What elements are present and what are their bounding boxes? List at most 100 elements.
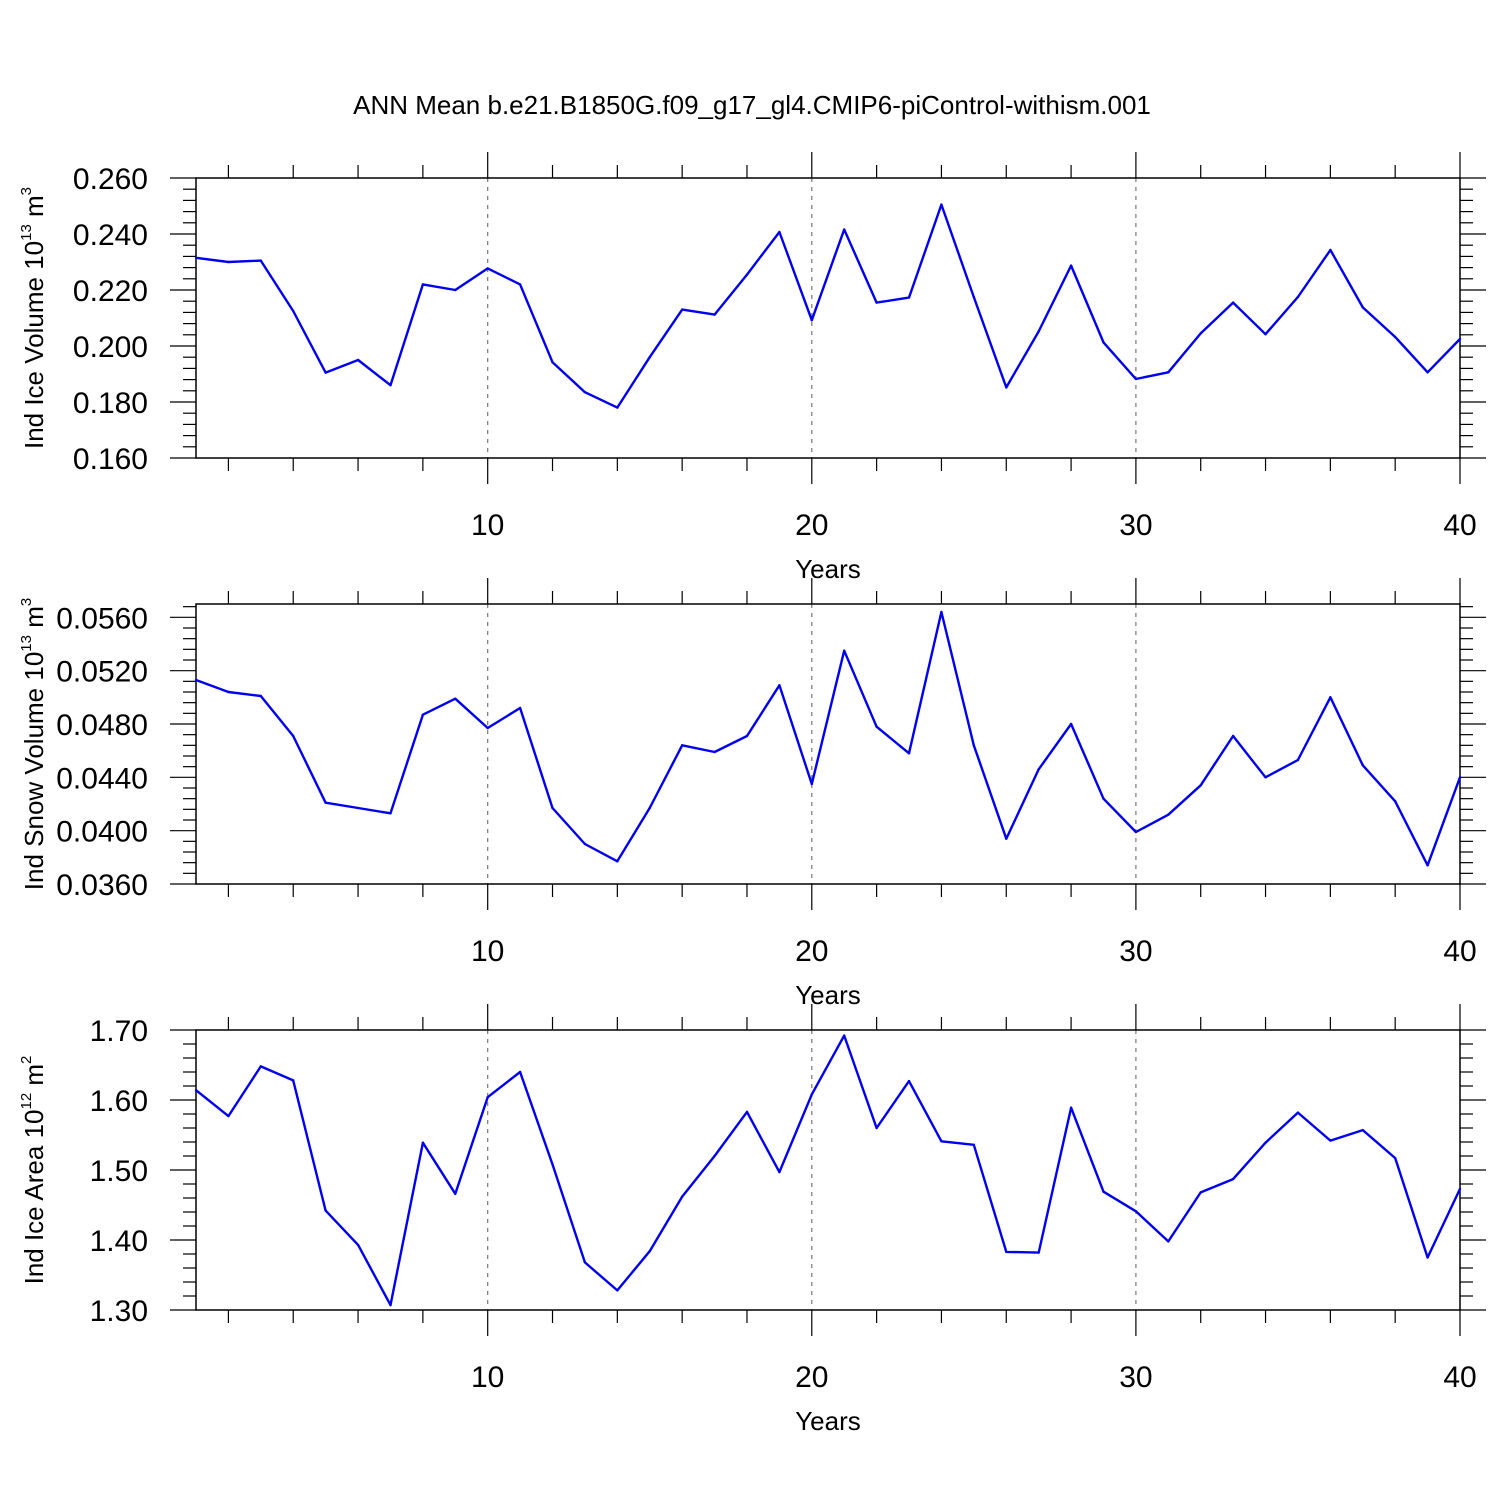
data-point (907, 1079, 911, 1083)
data-point (713, 1154, 716, 1158)
data-point (583, 1261, 587, 1264)
data-point (1134, 1210, 1138, 1213)
data-point (292, 734, 295, 738)
data-point (1102, 797, 1105, 800)
data-point (843, 649, 846, 652)
data-point (583, 391, 587, 394)
x-tick-label: 20 (795, 509, 828, 542)
data-point (518, 1070, 522, 1074)
series-line (195, 1034, 1462, 1307)
data-point (907, 296, 911, 299)
data-point (324, 1209, 327, 1212)
data-point (1329, 1139, 1332, 1142)
data-point (389, 1303, 392, 1307)
data-point (713, 750, 716, 754)
data-point (389, 812, 392, 815)
data-point (1458, 1187, 1462, 1191)
data-point (1102, 341, 1105, 344)
data-point (1231, 734, 1235, 738)
data-point (194, 1089, 198, 1092)
y-tick-label: 1.50 (90, 1155, 148, 1188)
y-axis-label: Ind Snow Volume 1013 m3 (18, 598, 49, 890)
data-point (1167, 813, 1170, 816)
data-point (875, 301, 878, 304)
data-point (518, 283, 522, 286)
data-point (1393, 335, 1397, 339)
data-point (421, 713, 425, 716)
data-point (1264, 1141, 1267, 1144)
data-point (1426, 864, 1429, 867)
data-point (292, 309, 295, 313)
data-point (1231, 301, 1235, 304)
data-point (1329, 248, 1332, 252)
data-point (843, 1034, 846, 1037)
data-point (421, 1141, 425, 1144)
y-tick-label: 1.60 (90, 1085, 148, 1118)
y-tick-label: 0.260 (73, 163, 148, 196)
data-point (194, 678, 198, 682)
y-tick-label: 0.0560 (56, 602, 148, 635)
y-tick-label: 1.70 (90, 1015, 148, 1048)
data-point (1393, 800, 1397, 803)
data-point (356, 1243, 360, 1247)
data-point (1134, 377, 1138, 381)
data-point (1069, 264, 1073, 267)
data-point (583, 842, 587, 846)
x-tick-label: 40 (1443, 1361, 1476, 1394)
data-point (972, 295, 976, 299)
data-point (940, 610, 943, 614)
data-point (745, 273, 749, 276)
y-tick-label: 0.0400 (56, 816, 148, 849)
x-tick-label: 40 (1443, 509, 1476, 542)
panel-ind-ice-area: 1.30 1.40 1.50 1.60 1.70 10 20 30 40 Years Ind Ice… (18, 1004, 1486, 1436)
data-point (1329, 696, 1332, 699)
data-point (1393, 1156, 1397, 1160)
data-point (778, 684, 781, 687)
data-point (259, 694, 263, 698)
data-point (454, 697, 457, 700)
data-point (259, 1065, 263, 1068)
data-point (324, 801, 327, 804)
y-tick-label: 0.0440 (56, 762, 148, 795)
data-point (1167, 1240, 1170, 1243)
data-point (486, 1096, 489, 1099)
figure-title: ANN Mean b.e21.B1850G.f09_g17_gl4.CMIP6-… (353, 90, 1151, 120)
data-point (1361, 764, 1364, 767)
data-point (1458, 776, 1462, 779)
data-point (778, 230, 781, 234)
data-point (454, 1192, 457, 1196)
data-point (875, 725, 878, 728)
data-point (648, 1250, 651, 1253)
y-axis-label: Ind Ice Volume 1013 m3 (18, 187, 49, 449)
data-point (680, 308, 684, 311)
y-tick-label: 0.0480 (56, 709, 148, 742)
data-point (454, 288, 457, 292)
data-point (194, 256, 198, 259)
y-axis-label: Ind Ice Area 1012 m2 (18, 1056, 49, 1285)
plot-frame (195, 177, 1461, 459)
data-point (713, 313, 716, 316)
data-point (1069, 1106, 1073, 1109)
data-point (648, 356, 651, 359)
y-tick-label: 0.0520 (56, 656, 148, 689)
y-tick-label: 0.220 (73, 275, 148, 308)
data-point (1199, 784, 1202, 787)
data-point (940, 203, 943, 206)
data-point (356, 806, 360, 810)
data-point (1005, 837, 1008, 840)
data-point (1458, 337, 1462, 341)
data-point (616, 860, 619, 863)
x-tick-label: 30 (1119, 509, 1152, 542)
data-point (1426, 371, 1429, 374)
data-point (907, 752, 911, 755)
x-tick-label: 10 (471, 509, 504, 542)
data-point (1231, 1177, 1235, 1181)
data-point (551, 806, 554, 810)
data-point (1005, 1250, 1008, 1254)
data-point (292, 1079, 295, 1082)
data-point (616, 1289, 619, 1292)
x-tick-label: 30 (1119, 935, 1152, 968)
y-tick-label: 0.180 (73, 387, 148, 420)
data-point (551, 361, 554, 364)
